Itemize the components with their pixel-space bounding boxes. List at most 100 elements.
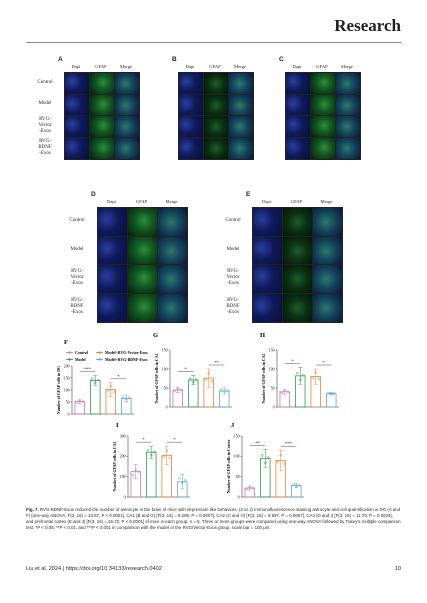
y-tick-label: 0 [273, 405, 275, 409]
row-label: Control [225, 218, 241, 223]
data-point [137, 470, 140, 474]
column-header: Merge [120, 64, 132, 69]
data-point [223, 390, 226, 393]
merge-micrograph [335, 137, 361, 161]
data-point [327, 391, 330, 395]
caption-figure-label: Fig. 7. [26, 507, 39, 512]
column-header: Merge [165, 199, 178, 204]
caption-text: RVG-BDNF-Exos reduced the number of astr… [26, 507, 401, 530]
y-tick-label: 150 [269, 348, 275, 352]
data-point [280, 391, 283, 395]
row-label: Model [226, 246, 240, 252]
panel-label-h: H [260, 332, 265, 339]
legend-label: Control [75, 351, 89, 355]
column-header: GFAP [316, 64, 328, 69]
dapi-micrograph [252, 293, 283, 324]
gfap-micrograph [127, 264, 158, 295]
panel-label-d: D [91, 191, 96, 198]
data-point [181, 481, 184, 485]
data-point [220, 388, 223, 391]
row-label: RVG- Vector -Exos [38, 116, 52, 134]
data-point [261, 454, 264, 457]
column-header: Dapi [292, 64, 302, 69]
row-label: RVG- BDNF -Exos [38, 138, 52, 156]
y-axis-label: Number of GFAP cells in CA3 [113, 442, 117, 492]
gfap-micrograph [127, 293, 158, 324]
data-point [189, 377, 192, 380]
row-label: Model [38, 101, 52, 107]
data-point [78, 399, 81, 403]
bar [146, 451, 157, 498]
y-tick-label: 150 [162, 348, 168, 352]
data-point [207, 372, 210, 375]
y-tick-label: 200 [120, 455, 126, 459]
merge-micrograph [157, 207, 188, 237]
data-point [97, 378, 100, 382]
gfap-dim-micrograph [282, 207, 313, 237]
column-header: GFAP [290, 199, 303, 204]
data-point [153, 450, 156, 454]
y-tick-label: 150 [64, 376, 70, 380]
row-label: Model [70, 246, 84, 252]
data-point [195, 378, 198, 381]
gfap-micrograph [127, 207, 158, 237]
column-header: Dapi [71, 64, 81, 69]
legend-label: Model+RVG-BDNF-Exos [105, 358, 148, 362]
panel-label-b: B [172, 56, 177, 63]
data-point [279, 453, 282, 457]
data-point [267, 456, 270, 459]
data-point [109, 384, 112, 388]
data-point [147, 449, 150, 452]
data-point [317, 377, 320, 381]
data-point [283, 389, 286, 393]
y-tick-label: 50 [236, 475, 240, 479]
row-label: RVG- BDNF -Exos [70, 298, 84, 316]
data-point [330, 392, 333, 396]
y-tick-label: 50 [271, 386, 275, 390]
y-tick-label: 100 [120, 475, 126, 479]
significance-label: * [291, 358, 294, 363]
dapi-micrograph [252, 264, 283, 295]
significance-label: * [173, 437, 176, 442]
footer-citation[interactable]: Liu et al. 2024 | https://doi.org/10.341… [26, 566, 162, 572]
column-header: GFAP [95, 64, 107, 69]
data-point [276, 460, 279, 464]
column-header: Merge [320, 199, 333, 204]
row-label: RVG- BDNF -Exos [226, 298, 240, 316]
y-tick-label: 0 [238, 495, 240, 499]
merge-micrograph [312, 293, 343, 324]
data-point [81, 400, 84, 403]
data-point [128, 396, 131, 400]
y-tick-label: 200 [64, 364, 70, 368]
significance-label: ** [214, 360, 219, 365]
panel-label-j: J [231, 422, 235, 429]
data-point [168, 456, 171, 460]
bar [326, 393, 337, 408]
figure-caption: Fig. 7. RVG-BDNF-Exos reduced the number… [26, 507, 401, 531]
data-point [173, 389, 176, 393]
data-point [184, 479, 187, 482]
y-tick-label: 100 [234, 455, 240, 459]
y-tick-label: 100 [64, 388, 70, 392]
row-label: RVG- Vector -Exos [70, 269, 84, 287]
data-point [282, 462, 285, 465]
significance-label: *** [285, 441, 293, 446]
data-point [292, 483, 295, 486]
legend-marker [68, 358, 71, 361]
journal-title: Research [334, 16, 401, 35]
y-axis-label: Number of GFAP cells in DG [57, 366, 61, 414]
data-point [150, 453, 153, 457]
data-point [264, 461, 267, 464]
y-tick-label: 0 [166, 405, 168, 409]
y-tick-label: 100 [269, 367, 275, 371]
data-point [295, 484, 298, 488]
significance-label: ** [255, 440, 260, 445]
data-point [131, 473, 134, 477]
data-point [286, 390, 289, 394]
data-point [314, 371, 317, 374]
significance-label: * [322, 360, 325, 365]
data-point [176, 388, 179, 391]
data-point [296, 371, 299, 375]
column-header: Dapi [262, 199, 271, 204]
